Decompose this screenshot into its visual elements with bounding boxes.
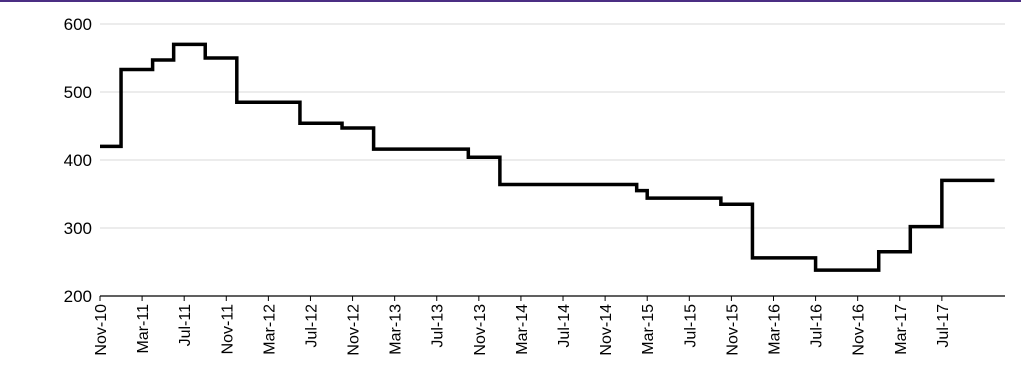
y-tick-label: 200 xyxy=(64,287,92,306)
y-tick-label: 400 xyxy=(64,151,92,170)
x-tick-label: Mar-12 xyxy=(261,304,278,355)
x-tick-label: Nov-12 xyxy=(346,304,363,356)
x-tick-label: Mar-16 xyxy=(766,304,783,355)
x-tick-label: Nov-14 xyxy=(598,304,615,356)
x-tick-label: Nov-10 xyxy=(93,304,110,356)
x-tick-label: Jul-16 xyxy=(809,304,826,348)
x-tick-label: Mar-17 xyxy=(893,304,910,355)
y-tick-label: 300 xyxy=(64,219,92,238)
gridlines xyxy=(100,23,1005,297)
x-tick-label: Jul-14 xyxy=(556,304,573,348)
x-tick-label: Mar-14 xyxy=(514,304,531,355)
x-tick-label: Mar-15 xyxy=(640,304,657,355)
x-tick-label: Jul-13 xyxy=(430,304,447,348)
x-tick-label: Mar-13 xyxy=(388,304,405,355)
x-tick-label: Nov-15 xyxy=(724,304,741,356)
x-tick-label: Nov-11 xyxy=(219,304,236,354)
x-tick-label: Jul-11 xyxy=(177,304,194,346)
x-tick-label: Nov-13 xyxy=(472,304,489,356)
series-group xyxy=(99,42,995,272)
y-tick-label: 500 xyxy=(64,83,92,102)
x-tick-label: Jul-12 xyxy=(303,304,320,348)
x-tick-label: Nov-16 xyxy=(851,304,868,356)
series-line xyxy=(100,42,995,272)
y-tick-label: 600 xyxy=(64,15,92,34)
x-axis: Nov-10 Mar-11 Jul-11 Nov-11 Mar-12 Jul-12 Nov-… xyxy=(93,296,952,356)
x-tick-label: Mar-11 xyxy=(135,304,152,354)
x-tick-label: Jul-17 xyxy=(935,304,952,348)
x-tick-label: Jul-15 xyxy=(682,304,699,348)
top-accent-rule xyxy=(0,0,1021,2)
y-axis: 200 300 400 500 600 xyxy=(64,15,92,306)
